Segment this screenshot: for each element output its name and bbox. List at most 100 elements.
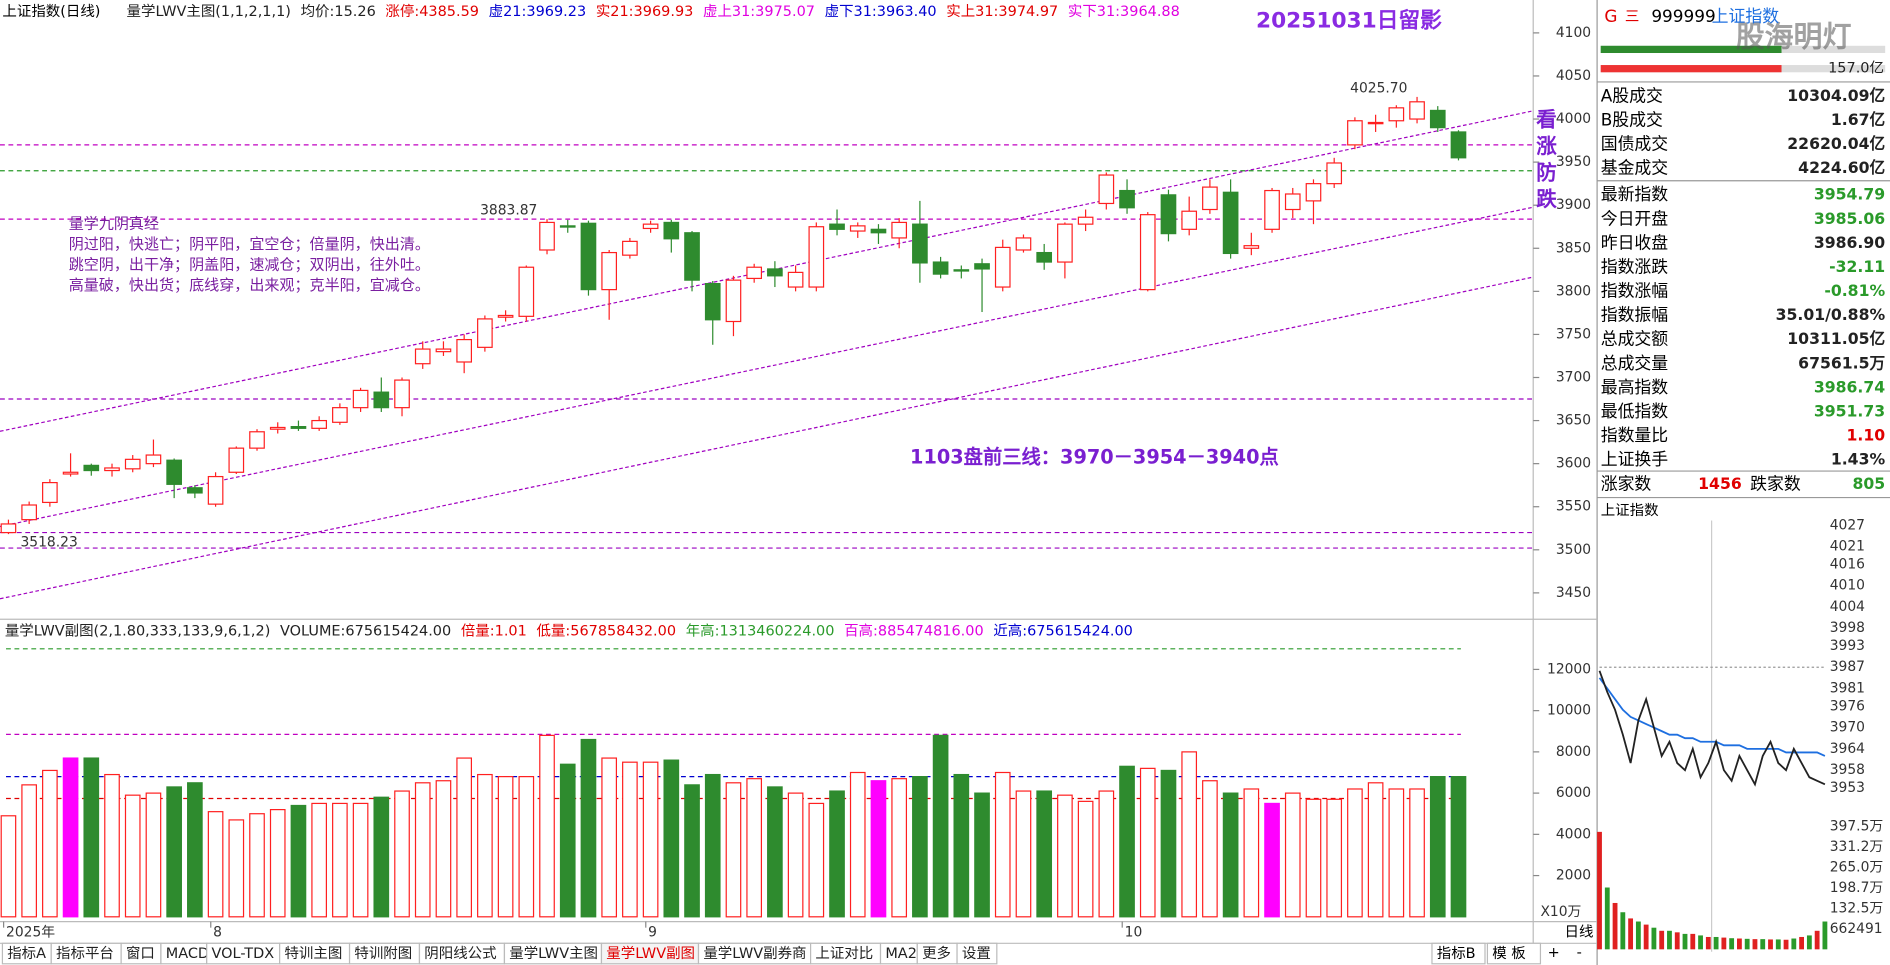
volume-bar — [1305, 798, 1322, 918]
quote-value: 1.10 — [1847, 426, 1886, 445]
tab-label[interactable]: 量学LWV主图 — [509, 945, 598, 962]
tab-label[interactable]: 特训主图 — [284, 945, 342, 962]
candle-body — [539, 221, 555, 251]
stat-value: 1.01 — [495, 623, 527, 639]
mini-volume-bar — [1667, 930, 1672, 950]
volume-bar — [746, 778, 763, 918]
volume-bar — [622, 761, 638, 918]
tab-label[interactable]: 上证对比 — [815, 945, 873, 962]
y-tick-label: 6000 — [1556, 785, 1591, 801]
tab-label[interactable]: 量学LWV副图 — [606, 945, 695, 962]
mini-tick-label: 4016 — [1830, 556, 1865, 572]
mini-tick-label: 3993 — [1830, 638, 1865, 654]
quote-label: 最新指数 — [1601, 184, 1669, 204]
volume-bar — [1409, 788, 1425, 918]
candle-body — [932, 261, 949, 275]
indicator-header: 量学LWV主图(1,1,2,1,1) 均价:15.26 涨停:4385.59 虚21:… — [127, 3, 1180, 20]
tab-label[interactable]: 量学LWV副券商 — [703, 945, 806, 962]
zoom-out[interactable]: - — [1577, 945, 1582, 961]
vertical-note: 看 — [1536, 107, 1556, 131]
y-tick-label: 4000 — [1556, 826, 1591, 842]
tab-label[interactable]: 指标A — [7, 945, 46, 962]
mini-vol-tick: 662491 — [1830, 921, 1883, 937]
candle-body — [104, 467, 120, 472]
candle-body — [870, 228, 887, 234]
volume-bar — [684, 784, 700, 918]
y-tick-label: 4050 — [1556, 68, 1591, 84]
quote-value: 22620.04亿 — [1787, 134, 1885, 153]
quote-value: 1.67亿 — [1831, 110, 1885, 129]
volume-bar — [290, 804, 307, 918]
price-label: 3883.87 — [480, 203, 537, 219]
volume-bar — [808, 802, 825, 918]
candle-body — [787, 271, 804, 288]
y-tick-label: 3950 — [1556, 154, 1591, 170]
stat-label: 涨停: — [385, 3, 419, 20]
vertical-note: 跌 — [1536, 187, 1557, 211]
mini-tick-label: 3953 — [1830, 780, 1865, 796]
menu-icon[interactable]: 三 — [1625, 9, 1639, 25]
tab-label[interactable]: 指标B — [1437, 945, 1476, 962]
stat-label: 虚21: — [489, 3, 527, 20]
tab-label[interactable]: MA2 — [885, 946, 917, 962]
tab-label[interactable]: 更多 — [922, 945, 951, 962]
volume-bar — [994, 771, 1011, 918]
candle-body — [974, 263, 990, 270]
tab[interactable] — [1431, 942, 1486, 965]
volume-bar — [1367, 782, 1384, 918]
volume-bar — [870, 780, 887, 918]
y-tick-label: 3650 — [1556, 413, 1591, 429]
candle-body — [352, 389, 369, 409]
y-tick-label: 3750 — [1556, 326, 1591, 342]
mini-tick-label: 3987 — [1830, 659, 1865, 675]
volume-bar — [912, 776, 928, 918]
volume-bar — [829, 790, 845, 918]
volume-bar — [767, 786, 783, 918]
volume-bar — [311, 802, 327, 918]
volume-bar — [539, 734, 555, 918]
volume-bar — [725, 782, 742, 918]
volume-bar — [1181, 751, 1198, 918]
tab-label[interactable]: MACD — [166, 946, 209, 962]
volume-unit: X10万 — [1540, 904, 1581, 920]
note-line: 跳空阴，出干净；阴盖阳，速减仓；双阴出，往外吐。 — [69, 256, 430, 274]
tab-label[interactable]: VOL-TDX — [212, 946, 275, 962]
y-tick-label: 3550 — [1556, 499, 1591, 515]
tab-label[interactable]: 阴阳线公式 — [424, 945, 496, 962]
candle-body — [1326, 162, 1343, 185]
mini-vol-tick: 198.7万 — [1830, 880, 1883, 896]
y-tick-label: 3700 — [1556, 370, 1591, 386]
quote-label: 基金成交 — [1601, 158, 1669, 178]
channel-line — [0, 206, 1534, 528]
tab[interactable] — [956, 942, 998, 965]
zoom-in[interactable]: + — [1548, 945, 1560, 961]
tab-label[interactable]: 指标平台 — [56, 945, 114, 962]
candle-body — [83, 464, 100, 472]
volume-bar — [1284, 792, 1301, 918]
volume-bar — [352, 802, 369, 918]
volume-bar — [1222, 792, 1239, 918]
stat-value: 3969.93 — [634, 4, 694, 20]
tab-label[interactable]: 设置 — [962, 945, 991, 962]
candle-body — [1388, 107, 1405, 122]
price-line — [1598, 670, 1826, 787]
note-line: 阴过阳，快逃亡；阴平阳，宜空仓；倍量阴，快出清。 — [69, 235, 430, 253]
tab-label[interactable]: 特训附图 — [354, 945, 412, 962]
stat-label: 百高: — [844, 622, 878, 639]
period-button[interactable]: 日线 — [1565, 923, 1594, 940]
tab[interactable] — [1486, 942, 1542, 965]
channel-line — [0, 110, 1534, 432]
average-line — [1598, 677, 1826, 757]
mini-volume-bar — [1737, 938, 1742, 950]
volume-bar — [207, 811, 224, 918]
y-tick-label: 10000 — [1547, 703, 1591, 719]
candle-body — [1139, 214, 1156, 291]
tab-label[interactable]: 模 板 — [1492, 944, 1526, 962]
volume-bar — [414, 782, 431, 918]
tab-label[interactable]: 窗口 — [126, 944, 155, 962]
mini-volume-bar — [1628, 918, 1634, 950]
volume-bar — [1160, 769, 1177, 918]
mini-volume-bar — [1806, 935, 1812, 950]
candle-body — [414, 348, 431, 365]
